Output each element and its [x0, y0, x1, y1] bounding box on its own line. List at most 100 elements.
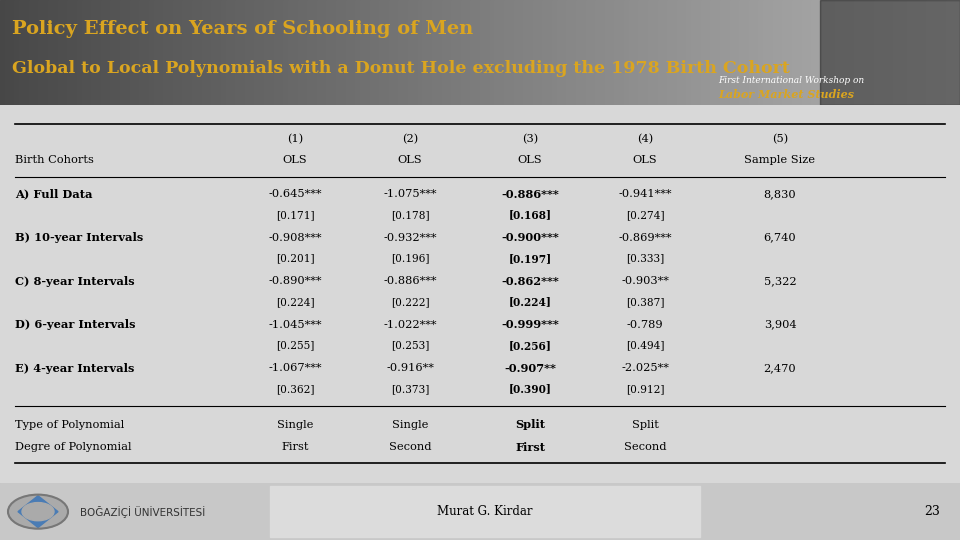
Bar — [178, 0, 183, 105]
Bar — [778, 0, 783, 105]
Bar — [235, 0, 241, 105]
Text: OLS: OLS — [517, 155, 542, 165]
Bar — [634, 0, 639, 105]
Bar — [946, 0, 951, 105]
Text: 2,470: 2,470 — [764, 363, 796, 373]
Bar — [864, 0, 870, 105]
Text: Sample Size: Sample Size — [745, 155, 815, 165]
Bar — [859, 0, 865, 105]
Bar — [907, 0, 913, 105]
Bar — [149, 0, 155, 105]
Bar — [926, 0, 932, 105]
Bar — [552, 0, 558, 105]
Bar — [446, 0, 452, 105]
Text: [0.255]: [0.255] — [276, 340, 314, 350]
Bar — [197, 0, 203, 105]
Bar — [427, 0, 433, 105]
Bar — [883, 0, 889, 105]
Text: -0.886***: -0.886*** — [383, 276, 437, 286]
Text: (2): (2) — [402, 134, 419, 145]
Text: -0.869***: -0.869*** — [618, 233, 672, 242]
Bar — [820, 0, 960, 105]
Text: First: First — [281, 442, 309, 453]
Bar — [317, 0, 323, 105]
Bar — [154, 0, 159, 105]
Bar — [110, 0, 116, 105]
Bar — [917, 0, 923, 105]
Bar — [173, 0, 179, 105]
Bar — [384, 0, 390, 105]
Text: [0.171]: [0.171] — [276, 210, 314, 220]
Text: 3,904: 3,904 — [764, 320, 796, 329]
Bar — [422, 0, 428, 105]
Text: [0.256]: [0.256] — [509, 340, 551, 351]
Bar — [696, 0, 702, 105]
Bar — [878, 0, 884, 105]
Bar — [86, 0, 92, 105]
Bar — [202, 0, 207, 105]
Text: [0.178]: [0.178] — [391, 210, 429, 220]
Bar — [797, 0, 803, 105]
Text: First: First — [515, 442, 545, 453]
Bar — [19, 0, 25, 105]
Text: E) 4-year Intervals: E) 4-year Intervals — [15, 362, 134, 374]
Text: [0.912]: [0.912] — [626, 384, 664, 394]
Bar — [312, 0, 318, 105]
Bar — [144, 0, 150, 105]
Bar — [691, 0, 697, 105]
Bar — [749, 0, 755, 105]
Bar — [514, 0, 519, 105]
Text: -0.908***: -0.908*** — [268, 233, 322, 242]
Bar — [370, 0, 375, 105]
Text: Global to Local Polynomials with a Donut Hole excluding the 1978 Birth Cohort: Global to Local Polynomials with a Donut… — [12, 60, 790, 77]
Bar — [278, 0, 284, 105]
Bar — [0, 0, 6, 105]
Text: -0.941***: -0.941*** — [618, 189, 672, 199]
Text: (3): (3) — [522, 134, 539, 145]
Bar — [394, 0, 399, 105]
Bar — [888, 0, 894, 105]
Bar — [158, 0, 164, 105]
Bar — [610, 0, 615, 105]
Bar — [206, 0, 212, 105]
Bar — [581, 0, 587, 105]
Text: [0.197]: [0.197] — [509, 253, 552, 264]
Bar — [854, 0, 860, 105]
Text: -0.789: -0.789 — [627, 320, 663, 329]
Bar — [413, 0, 419, 105]
Bar — [518, 0, 524, 105]
Text: Split: Split — [515, 419, 545, 430]
Bar — [360, 0, 366, 105]
Text: 6,740: 6,740 — [764, 233, 796, 242]
Bar — [600, 0, 606, 105]
Text: Murat G. Kirdar: Murat G. Kirdar — [437, 505, 533, 518]
Bar — [869, 0, 875, 105]
Bar — [490, 0, 495, 105]
Bar — [5, 0, 11, 105]
Bar — [619, 0, 625, 105]
Bar — [686, 0, 692, 105]
Bar — [955, 0, 960, 105]
Bar — [293, 0, 299, 105]
Text: B) 10-year Intervals: B) 10-year Intervals — [15, 232, 143, 243]
Bar — [701, 0, 707, 105]
Bar — [192, 0, 198, 105]
Bar — [96, 0, 102, 105]
Bar — [461, 0, 467, 105]
Bar — [336, 0, 342, 105]
Bar — [902, 0, 908, 105]
Bar — [38, 0, 44, 105]
Bar — [667, 0, 673, 105]
Bar — [542, 0, 548, 105]
Bar — [389, 0, 395, 105]
Bar — [120, 0, 126, 105]
Text: -0.999***: -0.999*** — [501, 319, 559, 330]
Bar — [350, 0, 356, 105]
Bar — [274, 0, 279, 105]
Text: -0.916**: -0.916** — [386, 363, 434, 373]
Bar — [830, 0, 836, 105]
Bar — [216, 0, 222, 105]
Bar — [182, 0, 188, 105]
Text: First International Workshop on: First International Workshop on — [718, 76, 864, 85]
Bar — [768, 0, 774, 105]
